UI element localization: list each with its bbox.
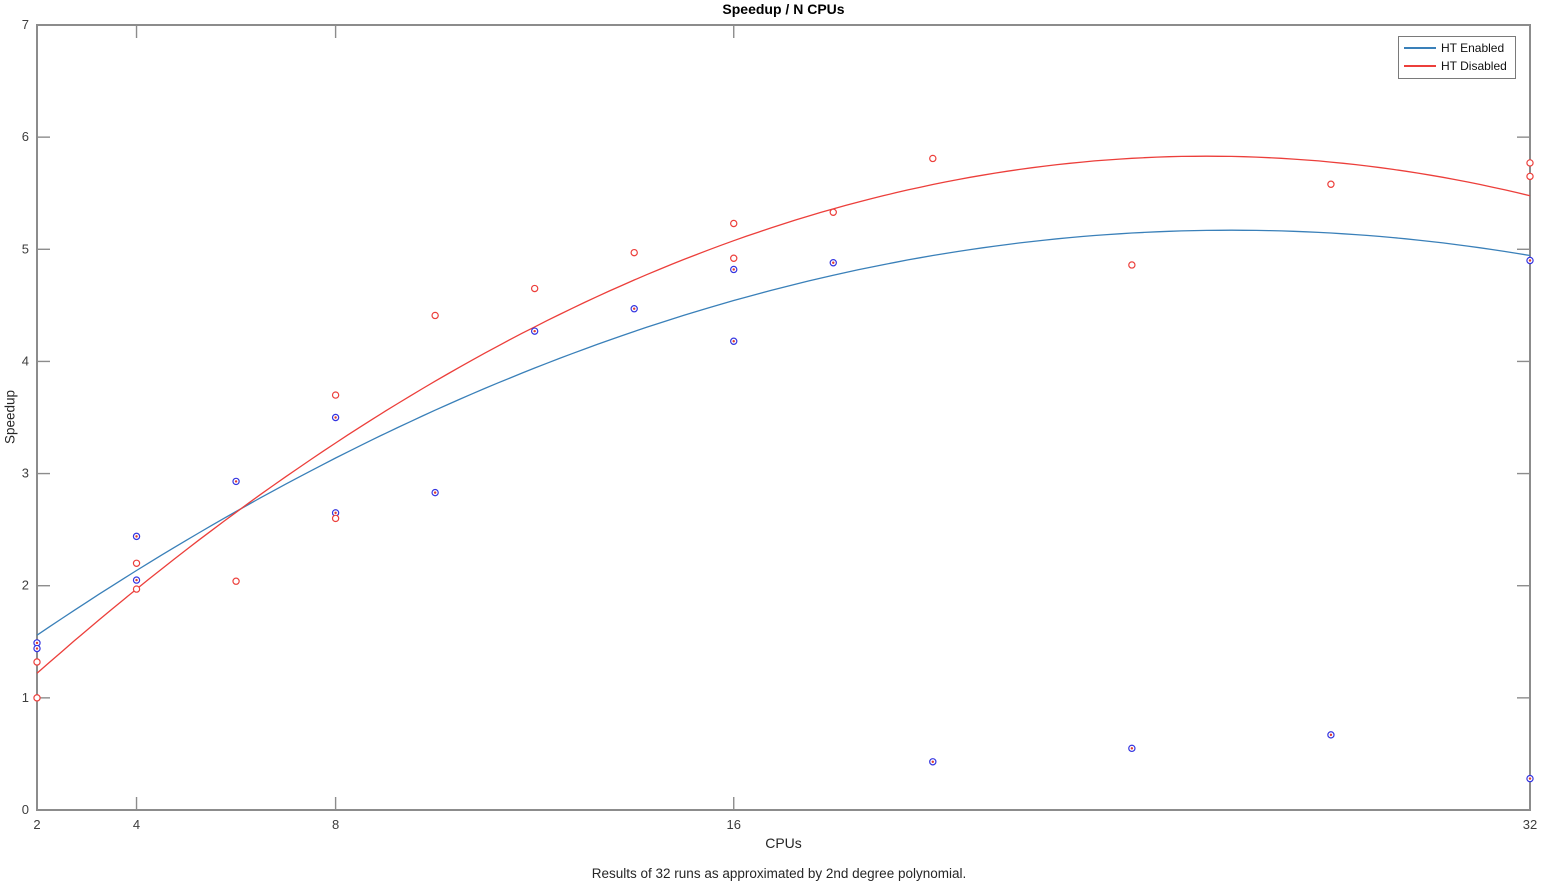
y-tick-label: 7 xyxy=(22,17,29,32)
data-point-ht-disabled xyxy=(1526,172,1534,181)
data-point-ht-disabled xyxy=(33,658,41,666)
x-axis-label: CPUs xyxy=(765,835,802,851)
y-tick-label: 0 xyxy=(22,802,29,817)
fit-line-ht-disabled xyxy=(36,155,1531,674)
data-point-ht-enabled-center xyxy=(35,641,39,645)
y-tick-label: 4 xyxy=(22,353,29,368)
data-point-ht-disabled xyxy=(530,284,539,293)
x-tick-label: 4 xyxy=(133,817,140,832)
x-tick-label: 8 xyxy=(332,817,339,832)
data-point-ht-disabled xyxy=(730,219,738,228)
data-point-ht-enabled-center xyxy=(832,261,835,264)
data-point-ht-disabled xyxy=(232,577,240,585)
data-point-ht-disabled xyxy=(630,248,638,257)
legend-line-sample-ht-enabled xyxy=(1404,47,1436,49)
data-point-ht-enabled-center xyxy=(135,578,138,582)
fit-line-ht-enabled xyxy=(36,229,1531,636)
legend-item-ht-disabled: HT Disabled xyxy=(1404,59,1510,73)
legend-item-ht-enabled: HT Enabled xyxy=(1404,41,1510,55)
data-point-ht-enabled-center xyxy=(533,329,536,333)
x-tick-label: 32 xyxy=(1523,817,1537,832)
x-tick-label: 2 xyxy=(33,817,40,832)
chart-title: Speedup / N CPUs xyxy=(722,1,845,17)
data-point-ht-enabled-center xyxy=(234,480,238,483)
data-point-ht-disabled xyxy=(730,254,738,262)
data-point-ht-enabled-center xyxy=(633,307,636,310)
y-tick-label: 2 xyxy=(22,578,29,593)
data-point-ht-enabled-center xyxy=(1329,733,1333,737)
data-point-ht-disabled xyxy=(829,208,837,216)
data-point-ht-enabled-center xyxy=(334,416,337,419)
y-tick-label: 6 xyxy=(22,129,29,144)
x-tick-label: 16 xyxy=(726,817,740,832)
data-point-ht-enabled-center xyxy=(732,268,735,271)
data-point-ht-disabled xyxy=(331,514,340,523)
data-point-ht-disabled xyxy=(1526,159,1534,167)
data-point-ht-enabled-center xyxy=(135,535,138,538)
data-point-ht-enabled-center xyxy=(1528,777,1532,780)
data-point-ht-enabled-center xyxy=(1130,747,1134,750)
data-point-ht-disabled xyxy=(132,585,141,593)
y-tick-label: 1 xyxy=(22,690,29,705)
legend: HT Enabled HT Disabled xyxy=(1398,36,1516,79)
data-point-ht-disabled xyxy=(431,311,439,320)
y-axis-label: Speedup xyxy=(2,389,18,445)
data-point-ht-disabled xyxy=(1128,261,1136,269)
data-point-ht-enabled-center xyxy=(931,760,934,763)
data-point-ht-disabled xyxy=(1327,180,1335,188)
data-point-ht-disabled xyxy=(33,694,41,702)
data-point-ht-disabled xyxy=(331,391,340,399)
data-point-ht-enabled-center xyxy=(1528,259,1532,262)
data-point-ht-enabled-center xyxy=(35,647,39,650)
y-tick-label: 3 xyxy=(22,466,29,481)
data-point-ht-disabled xyxy=(929,154,937,163)
data-point-ht-enabled-center xyxy=(433,491,437,494)
y-tick-label: 5 xyxy=(22,241,29,256)
legend-line-sample-ht-disabled xyxy=(1404,65,1436,67)
data-point-ht-disabled xyxy=(132,559,141,567)
legend-label: HT Enabled xyxy=(1441,41,1505,55)
chart-caption: Results of 32 runs as approximated by 2n… xyxy=(591,866,967,881)
data-point-ht-enabled-center xyxy=(334,511,337,515)
legend-label: HT Disabled xyxy=(1441,59,1507,73)
data-point-ht-enabled-center xyxy=(732,340,735,343)
plot-border xyxy=(36,24,1531,811)
